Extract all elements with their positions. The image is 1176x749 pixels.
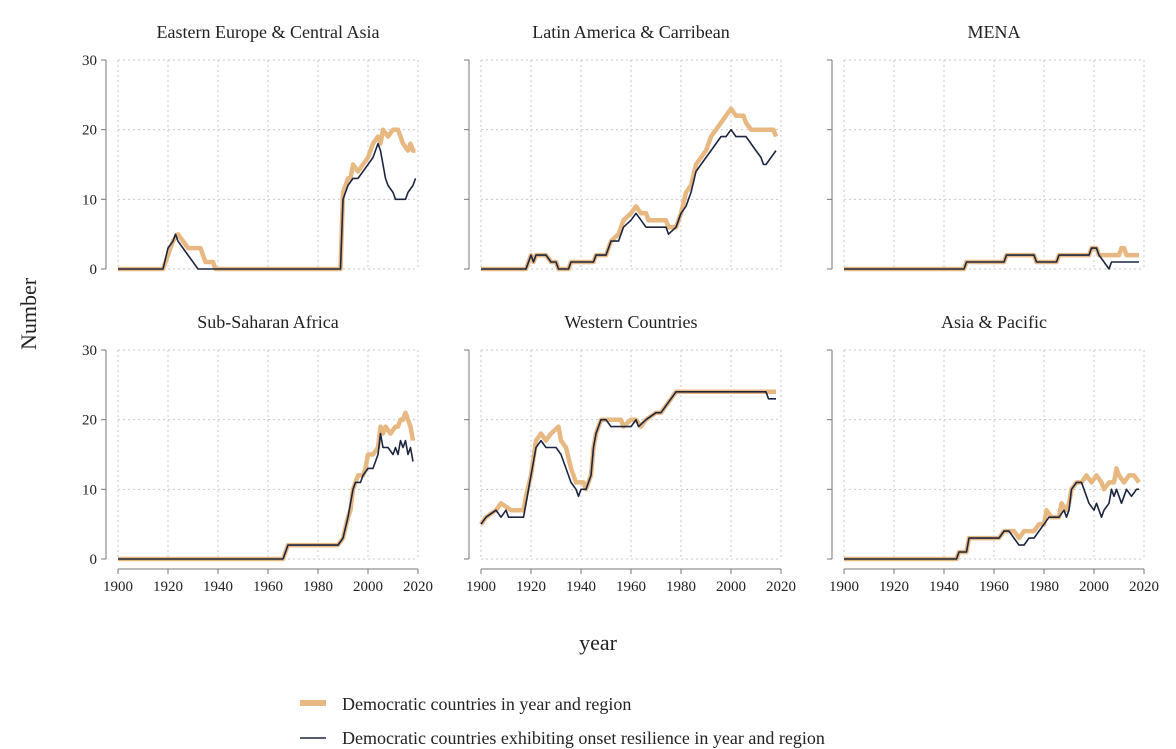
x-tick-label: 1920 <box>516 579 546 595</box>
panel: Western Countries 1900 1920 1940 1960 1980 200… <box>464 312 796 595</box>
panel-title: Latin America & Carribean <box>532 22 729 42</box>
series-line-onset-resilience <box>118 142 417 270</box>
x-tick-label: 1960 <box>616 579 646 595</box>
panel-title: Asia & Pacific <box>941 312 1047 332</box>
series-line-onset-resilience <box>481 128 777 270</box>
panel: Eastern Europe & Central Asia 0 10 20 30 <box>82 22 419 278</box>
panel-title: MENA <box>968 22 1021 42</box>
series-line-onset-resilience <box>480 391 776 525</box>
x-tick-label: 1960 <box>979 579 1009 595</box>
y-tick-label: 20 <box>82 123 97 139</box>
x-tick-label: 2020 <box>1129 579 1159 595</box>
series-line-democratic <box>481 106 779 272</box>
panel-title: Eastern Europe & Central Asia <box>157 22 380 42</box>
series-line-democratic <box>844 245 1139 272</box>
legend-label-total: Democratic countries in year and region <box>342 694 631 714</box>
x-axis-title: year <box>579 630 618 655</box>
panel: Latin America & Carribean <box>464 22 782 272</box>
x-tick-label: 1940 <box>929 579 959 595</box>
series-line-onset-resilience <box>118 432 414 560</box>
x-tick-label: 1940 <box>203 579 233 595</box>
x-tick-label: 2000 <box>716 579 746 595</box>
y-tick-label: 0 <box>90 552 98 568</box>
x-tick-label: 2020 <box>766 579 796 595</box>
x-tick-label: 1980 <box>1029 579 1059 595</box>
panel: MENA <box>827 22 1145 272</box>
y-tick-label: 20 <box>82 413 97 429</box>
panels: Eastern Europe & Central Asia 0 10 20 30 Lati… <box>82 22 1159 595</box>
series-line-democratic <box>118 410 416 562</box>
legend-label-resilience: Democratic countries exhibiting onset re… <box>342 728 825 748</box>
x-tick-label: 1980 <box>303 579 333 595</box>
x-tick-label: 2000 <box>353 579 383 595</box>
x-tick-label: 1960 <box>253 579 283 595</box>
series-line-onset-resilience <box>844 247 1139 270</box>
y-tick-label: 0 <box>90 262 98 278</box>
legend: Democratic countries in year and region … <box>300 694 825 748</box>
y-axis-title: Number <box>16 277 41 350</box>
y-tick-label: 10 <box>82 482 97 498</box>
x-tick-label: 1980 <box>666 579 696 595</box>
series-line-democratic <box>844 466 1141 562</box>
x-tick-label: 2020 <box>403 579 433 595</box>
y-tick-label: 30 <box>82 343 97 359</box>
x-tick-label: 1900 <box>829 579 859 595</box>
x-tick-label: 1920 <box>153 579 183 595</box>
x-tick-label: 1900 <box>103 579 133 595</box>
series-line-onset-resilience <box>844 481 1139 560</box>
panel-title: Western Countries <box>564 312 697 332</box>
x-tick-label: 1940 <box>566 579 596 595</box>
legend-swatch-total <box>300 700 326 706</box>
x-tick-label: 2000 <box>1079 579 1109 595</box>
x-tick-label: 1900 <box>466 579 496 595</box>
y-tick-label: 30 <box>82 53 97 69</box>
series-line-democratic <box>118 127 416 272</box>
x-tick-label: 1920 <box>879 579 909 595</box>
y-tick-label: 10 <box>82 192 97 208</box>
panel: Sub-Saharan Africa 0 10 20 30 1900 1920 1940 196… <box>82 312 433 595</box>
panel-title: Sub-Saharan Africa <box>197 312 338 332</box>
panel: Asia & Pacific 1900 1920 1940 1960 1980 2000 20… <box>827 312 1159 595</box>
